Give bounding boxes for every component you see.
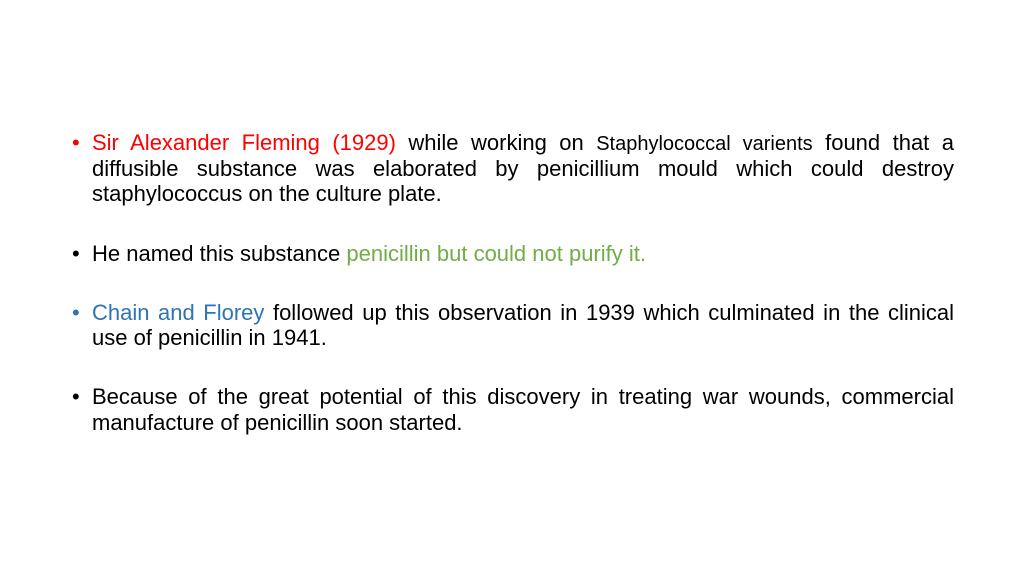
text-segment: while working on xyxy=(396,130,596,155)
text-segment: Staphylococcal varients xyxy=(596,133,812,155)
text-segment: Sir Alexander Fleming (1929) xyxy=(92,130,396,155)
text-segment: He named this substance xyxy=(92,241,346,266)
bullet-list: Sir Alexander Fleming (1929) while worki… xyxy=(70,130,954,435)
bullet-item: He named this substance penicillin but c… xyxy=(70,241,954,266)
text-segment: Because of the great potential of this d… xyxy=(92,384,954,434)
bullet-item: Chain and Florey followed up this observ… xyxy=(70,300,954,351)
text-segment: Chain and Florey xyxy=(92,300,273,325)
bullet-item: Sir Alexander Fleming (1929) while worki… xyxy=(70,130,954,207)
text-segment: penicillin but could not purify it. xyxy=(346,241,646,266)
bullet-item: Because of the great potential of this d… xyxy=(70,384,954,435)
